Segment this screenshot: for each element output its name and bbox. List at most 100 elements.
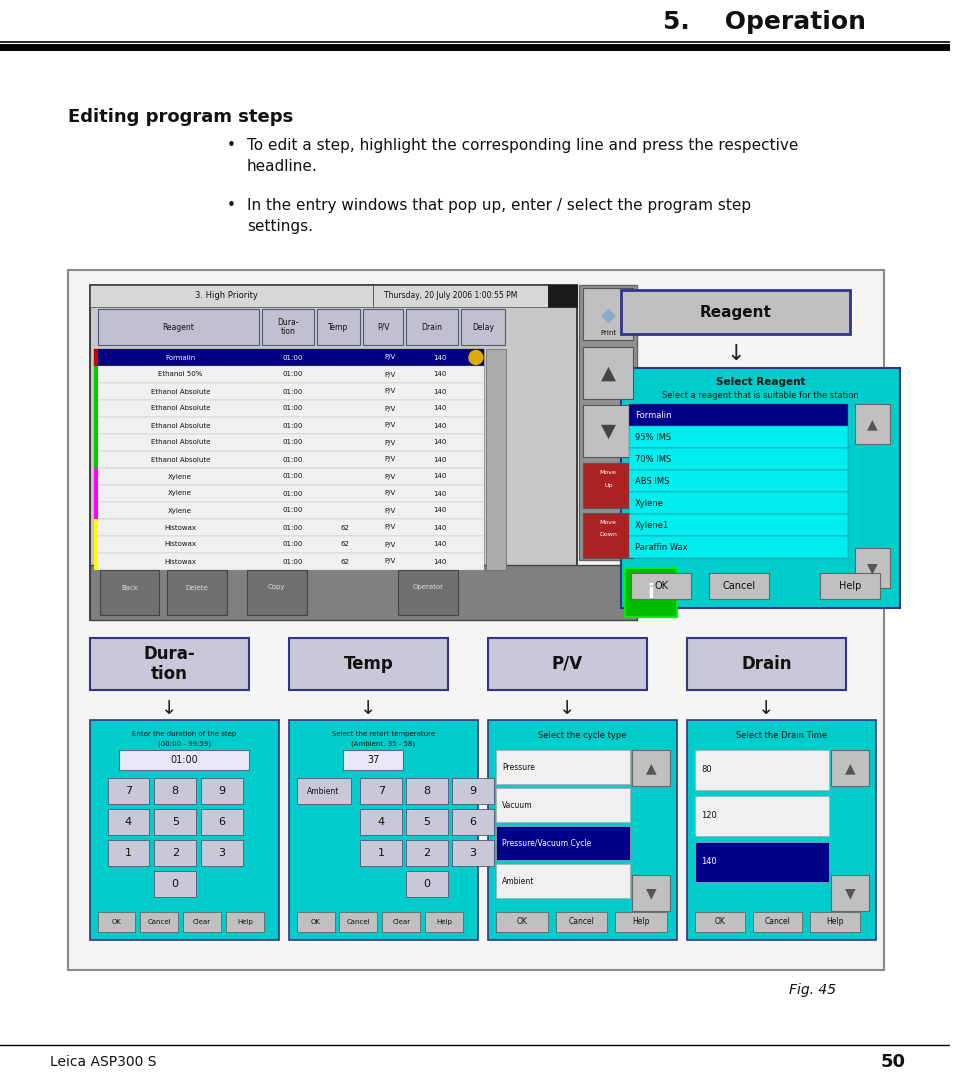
Text: ↓: ↓ — [360, 699, 376, 717]
Text: 80: 80 — [700, 766, 711, 774]
Bar — [140, 912, 178, 932]
Bar — [578, 285, 637, 561]
Text: Enter the duration of the step: Enter the duration of the step — [132, 731, 236, 737]
Text: Move: Move — [599, 471, 616, 475]
Bar — [632, 875, 669, 912]
Text: Paraffin Wax: Paraffin Wax — [635, 542, 687, 552]
Text: 0: 0 — [423, 879, 430, 889]
Bar — [93, 366, 483, 383]
Text: 120: 120 — [700, 811, 716, 821]
Text: Back: Back — [121, 584, 138, 591]
Text: P/V: P/V — [384, 525, 395, 530]
Bar — [629, 470, 847, 492]
Bar — [154, 870, 196, 897]
Bar — [108, 840, 150, 866]
Bar — [406, 309, 457, 345]
Text: Histowax: Histowax — [164, 541, 196, 548]
Text: P/V: P/V — [384, 457, 395, 462]
Bar — [629, 514, 847, 536]
Bar — [629, 492, 847, 514]
Text: ▼: ▼ — [866, 561, 877, 575]
Text: Ambient: Ambient — [307, 786, 339, 796]
Text: 140: 140 — [433, 558, 446, 565]
Bar — [496, 864, 630, 897]
Bar — [360, 809, 402, 835]
Text: 1: 1 — [377, 848, 384, 858]
Bar — [93, 502, 97, 519]
Bar — [316, 309, 360, 345]
Text: Formalin: Formalin — [635, 410, 671, 419]
Bar — [93, 349, 97, 366]
Text: OK: OK — [516, 918, 527, 927]
Text: 01:00: 01:00 — [282, 457, 302, 462]
Text: P/V: P/V — [384, 440, 395, 445]
Bar — [93, 519, 483, 536]
Bar — [93, 451, 97, 468]
Bar — [343, 750, 403, 770]
Text: 01:00: 01:00 — [282, 541, 302, 548]
Text: 140: 140 — [433, 525, 446, 530]
Text: P/V: P/V — [384, 508, 395, 513]
Text: Delete: Delete — [186, 584, 209, 591]
Bar — [154, 778, 196, 804]
Bar — [363, 309, 403, 345]
Text: P/V: P/V — [384, 490, 395, 497]
Text: 6: 6 — [218, 816, 225, 827]
Text: 140: 140 — [433, 457, 446, 462]
Text: Pressure: Pressure — [501, 762, 534, 771]
Bar — [583, 288, 633, 340]
Text: Xylene: Xylene — [635, 499, 663, 508]
Bar — [406, 840, 448, 866]
Bar — [183, 912, 221, 932]
Text: 140: 140 — [433, 354, 446, 361]
Text: •: • — [226, 198, 235, 213]
Bar — [631, 573, 690, 599]
Text: 9: 9 — [469, 786, 476, 796]
Bar — [93, 383, 483, 400]
Bar — [629, 448, 847, 470]
Bar — [694, 750, 828, 789]
Text: (00:00 - 99:59): (00:00 - 99:59) — [157, 741, 211, 747]
Bar — [397, 570, 457, 615]
Text: Histowax: Histowax — [164, 525, 196, 530]
Text: Thursday, 20 July 2006 1:00:55 PM: Thursday, 20 July 2006 1:00:55 PM — [383, 292, 517, 300]
Text: 140: 140 — [433, 541, 446, 548]
Text: 70% IMS: 70% IMS — [635, 455, 671, 463]
Bar — [261, 309, 314, 345]
Bar — [496, 826, 630, 860]
Text: OK: OK — [654, 581, 667, 591]
Bar — [496, 750, 630, 784]
Bar — [548, 285, 577, 307]
Bar — [360, 778, 402, 804]
Bar — [694, 912, 744, 932]
Bar — [93, 468, 483, 485]
Text: ●: ● — [473, 354, 478, 361]
Text: ▲: ▲ — [844, 761, 855, 775]
Text: 7: 7 — [125, 786, 132, 796]
Text: 62: 62 — [339, 558, 349, 565]
Bar — [68, 270, 883, 970]
Bar — [339, 912, 377, 932]
Text: Help: Help — [236, 919, 253, 924]
Bar — [93, 400, 97, 417]
Bar — [583, 347, 633, 399]
Text: Vacuum: Vacuum — [501, 800, 532, 810]
Bar — [97, 912, 135, 932]
Text: P/V: P/V — [384, 422, 395, 429]
Text: Operator: Operator — [412, 584, 443, 591]
Text: Pressure/Vacuum Cycle: Pressure/Vacuum Cycle — [501, 838, 591, 848]
Text: 4: 4 — [125, 816, 132, 827]
Bar — [583, 513, 633, 558]
Bar — [93, 434, 97, 451]
Text: Select the Drain Time: Select the Drain Time — [735, 731, 826, 741]
Text: Down: Down — [598, 532, 617, 538]
Text: P/V: P/V — [552, 654, 582, 673]
Text: 01:00: 01:00 — [282, 525, 302, 530]
Bar — [154, 809, 196, 835]
Bar — [93, 485, 97, 502]
Text: 5: 5 — [172, 816, 178, 827]
Bar — [90, 720, 278, 940]
Text: Formalin: Formalin — [165, 354, 195, 361]
Bar — [93, 553, 483, 570]
Bar — [201, 840, 243, 866]
